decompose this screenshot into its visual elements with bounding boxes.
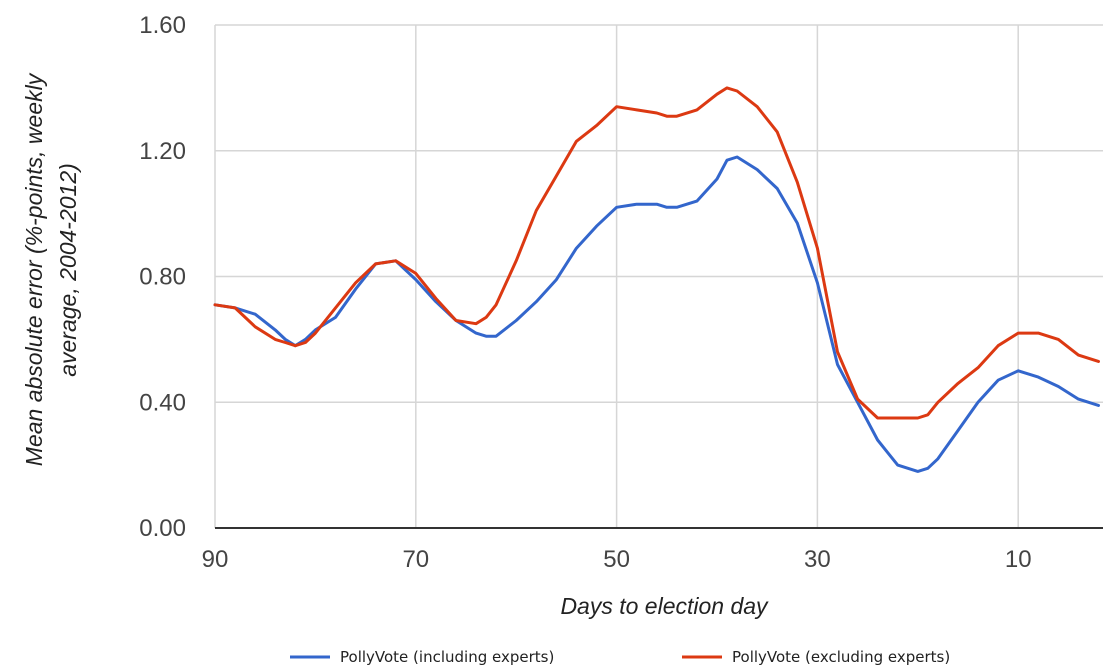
x-tick-label: 90 <box>202 546 229 573</box>
x-axis-title: Days to election day <box>560 593 769 619</box>
series-line-including-experts <box>213 155 1100 473</box>
y-axis-title: Mean absolute error (%-points, weekly av… <box>21 72 81 466</box>
legend-item-including-experts: PollyVote (including experts) <box>290 648 554 666</box>
series-layer <box>213 86 1100 473</box>
legend-label-excluding-experts: PollyVote (excluding experts) <box>732 648 950 666</box>
y-tick-label: 0.80 <box>139 264 186 291</box>
y-tick-label: 1.60 <box>139 12 186 39</box>
x-tick-label: 50 <box>603 546 630 573</box>
x-tick-label: 30 <box>804 546 831 573</box>
grid-layer <box>214 24 1103 528</box>
legend-item-excluding-experts: PollyVote (excluding experts) <box>682 648 950 666</box>
y-tick-labels: 0.00 0.40 0.80 1.20 1.60 <box>139 12 186 542</box>
legend-label-including-experts: PollyVote (including experts) <box>340 648 554 666</box>
legend: PollyVote (including experts) PollyVote … <box>290 648 950 666</box>
series-line-excluding-experts <box>213 86 1100 420</box>
y-tick-label: 1.20 <box>139 138 186 165</box>
y-tick-label: 0.00 <box>139 515 186 542</box>
x-tick-label: 70 <box>402 546 429 573</box>
y-axis-title-line-1: Mean absolute error (%-points, weekly <box>21 72 47 466</box>
y-axis-title-line-2: average, 2004-2012) <box>55 163 81 377</box>
x-tick-label: 10 <box>1005 546 1032 573</box>
x-tick-labels: 90 70 50 30 10 <box>202 546 1032 573</box>
y-tick-label: 0.40 <box>139 389 186 416</box>
